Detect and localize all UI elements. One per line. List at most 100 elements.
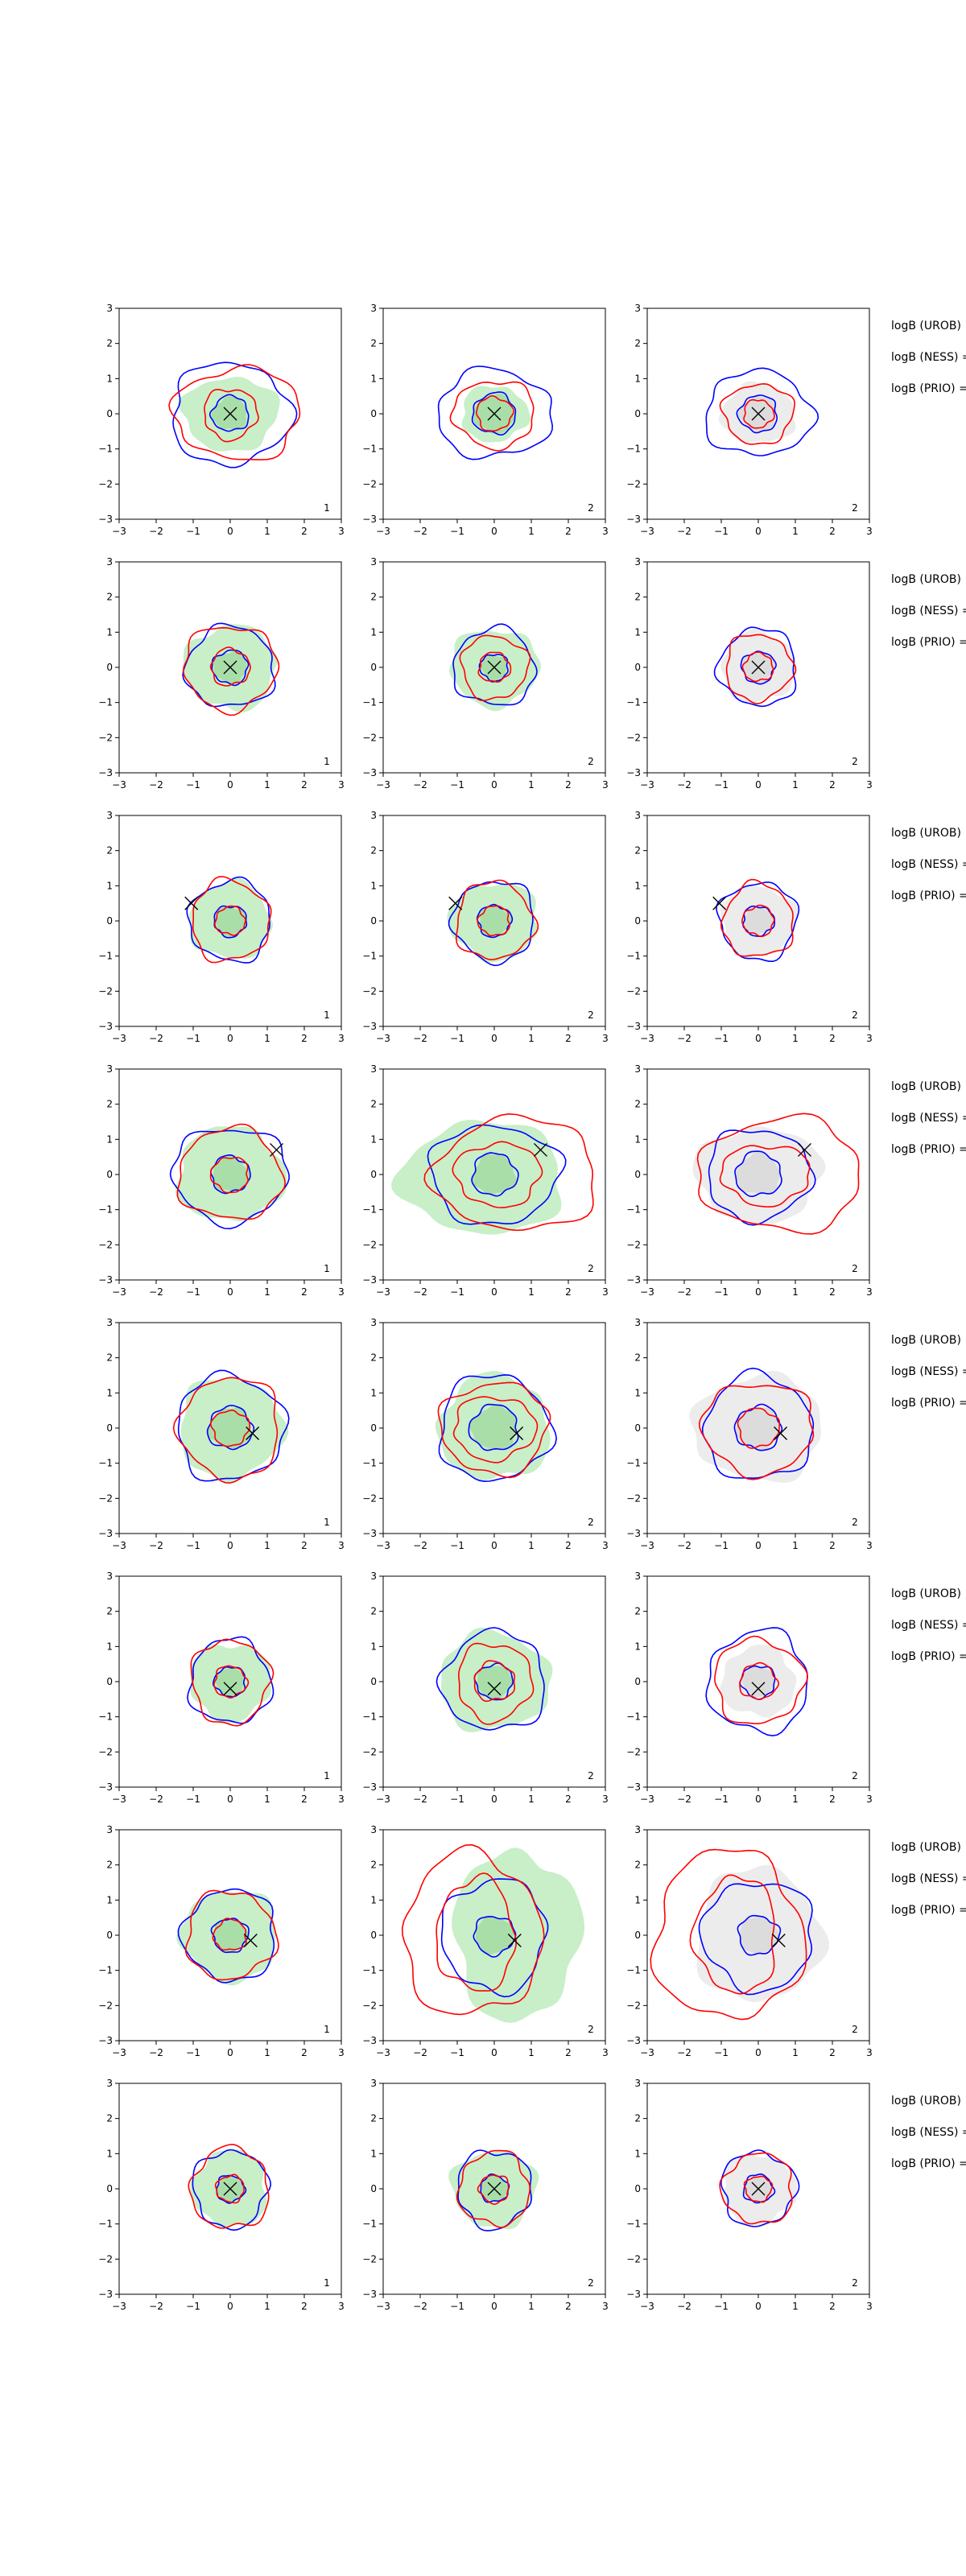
x-tick-label: −1 [714,779,729,791]
panel-r3-c2: −3 −2 −1 0 1 2 3 −3 −2 −1 0 1 2 3 2 [362,810,609,1044]
y-tick-label: 1 [370,1641,377,1652]
y-tick-label: 2 [634,338,641,349]
y-tick-label: −2 [626,478,641,489]
panel-corner-label: 2 [588,1009,594,1021]
true-value-marker [510,1426,524,1441]
x-tick-label: 3 [866,2301,873,2312]
y-tick-label: 1 [370,2148,377,2159]
y-tick-label: 1 [106,1387,113,1398]
red-contour-2 [209,1156,249,1194]
panel-r5-c2: −3 −2 −1 0 1 2 3 −3 −2 −1 0 1 2 3 2 [362,1317,609,1551]
red-contour-1 [437,1381,551,1479]
x-tick-label: −2 [677,1540,691,1551]
y-tick-label: −1 [362,1458,377,1469]
true-value-marker [223,407,237,421]
y-tick-label: 1 [106,880,113,891]
y-tick-label: 3 [634,1571,641,1582]
panel-corner-label: 2 [852,2024,858,2035]
panel-corner-label: 2 [588,2024,594,2035]
panel-r2-c3: −3 −2 −1 0 1 2 3 −3 −2 −1 0 1 2 3 2 [626,556,873,791]
plot-area [705,367,819,456]
x-tick-label: −1 [714,2047,729,2058]
x-tick-label: 3 [338,1286,345,1298]
x-tick-label: −1 [186,2301,200,2312]
panel-r8-c3: −3 −2 −1 0 1 2 3 −3 −2 −1 0 1 2 3 2 [626,2078,873,2312]
x-tick-label: −2 [413,2301,427,2312]
plot-area [449,623,542,712]
plot-area [705,1627,809,1737]
x-tick-label: 1 [528,2047,535,2058]
y-tick-label: 1 [634,2148,641,2159]
x-tick-label: 2 [301,2301,308,2312]
red-contour-2 [452,1396,539,1463]
blue-contour-1 [452,623,538,706]
y-tick-label: −2 [98,985,113,997]
x-tick-label: −3 [112,1794,126,1805]
x-tick-label: 1 [264,2047,270,2058]
y-tick-label: −3 [362,1781,377,1793]
panel-r2-c2: −3 −2 −1 0 1 2 3 −3 −2 −1 0 1 2 3 2 [362,556,609,791]
red-contour-1 [176,1123,287,1220]
y-tick-label: −2 [362,1239,377,1250]
plot-area [436,1627,553,1732]
x-tick-label: 0 [491,2301,497,2312]
plot-area [168,361,301,469]
red-contour-2 [476,394,514,432]
x-tick-label: −2 [149,2301,163,2312]
y-tick-label: 2 [370,1099,377,1110]
y-tick-label: −1 [362,1965,377,1976]
y-tick-label: 1 [634,880,641,891]
y-tick-label: 1 [106,626,113,638]
x-tick-label: −3 [376,2047,390,2058]
y-tick-label: 0 [634,1169,641,1180]
y-tick-label: 0 [634,662,641,673]
blue-contour-1 [427,1124,567,1225]
x-tick-label: 0 [227,1033,233,1044]
y-tick-label: 3 [634,810,641,821]
x-tick-label: 3 [338,2301,345,2312]
y-tick-label: −2 [362,1746,377,1757]
x-tick-label: 1 [528,1286,535,1298]
x-tick-label: 3 [338,779,345,791]
y-tick-label: −1 [626,444,641,455]
x-tick-label: −3 [376,1794,390,1805]
x-tick-label: −1 [714,526,729,537]
x-tick-label: −3 [112,1540,126,1551]
blue-contour-2 [736,394,778,434]
y-tick-label: 1 [106,1133,113,1145]
y-tick-label: −3 [362,1528,377,1539]
y-tick-label: 2 [634,1606,641,1617]
x-tick-label: −2 [677,1286,691,1298]
x-tick-label: 3 [602,2301,609,2312]
density-core [214,1919,250,1953]
x-tick-label: −2 [413,1033,427,1044]
y-tick-label: −2 [362,732,377,743]
x-tick-label: −1 [714,1540,729,1551]
red-contour-1 [459,634,531,702]
x-tick-label: 0 [755,2301,762,2312]
x-tick-label: 0 [755,1540,762,1551]
true-value-marker [534,1142,547,1157]
x-tick-label: −3 [640,526,654,537]
x-tick-label: −1 [450,2301,464,2312]
y-tick-label: 2 [106,338,113,349]
x-tick-label: 3 [602,1286,609,1298]
red-contour-2 [739,1662,780,1700]
red-contour-1 [184,1889,279,1981]
y-tick-label: −1 [98,1204,113,1216]
side-label-1: logB (UROB) [891,1587,961,1600]
panel-corner-label: 2 [588,2277,594,2289]
y-tick-label: −3 [626,514,641,525]
panel-r1-c3: −3 −2 −1 0 1 2 3 −3 −2 −1 0 1 2 3 2 [626,303,873,537]
x-tick-label: 3 [866,1794,873,1805]
x-tick-label: −3 [112,2047,126,2058]
y-tick-label: 0 [370,408,377,419]
x-tick-label: 2 [301,1540,308,1551]
y-tick-label: 1 [370,626,377,638]
density-core [479,906,512,936]
x-tick-label: −2 [149,2047,163,2058]
red-contour-2 [452,1141,543,1209]
y-tick-label: 1 [106,373,113,384]
side-label-2: logB (NESS) = [891,1872,966,1885]
panel-r7-c2: −3 −2 −1 0 1 2 3 −3 −2 −1 0 1 2 3 2 [362,1824,609,2058]
